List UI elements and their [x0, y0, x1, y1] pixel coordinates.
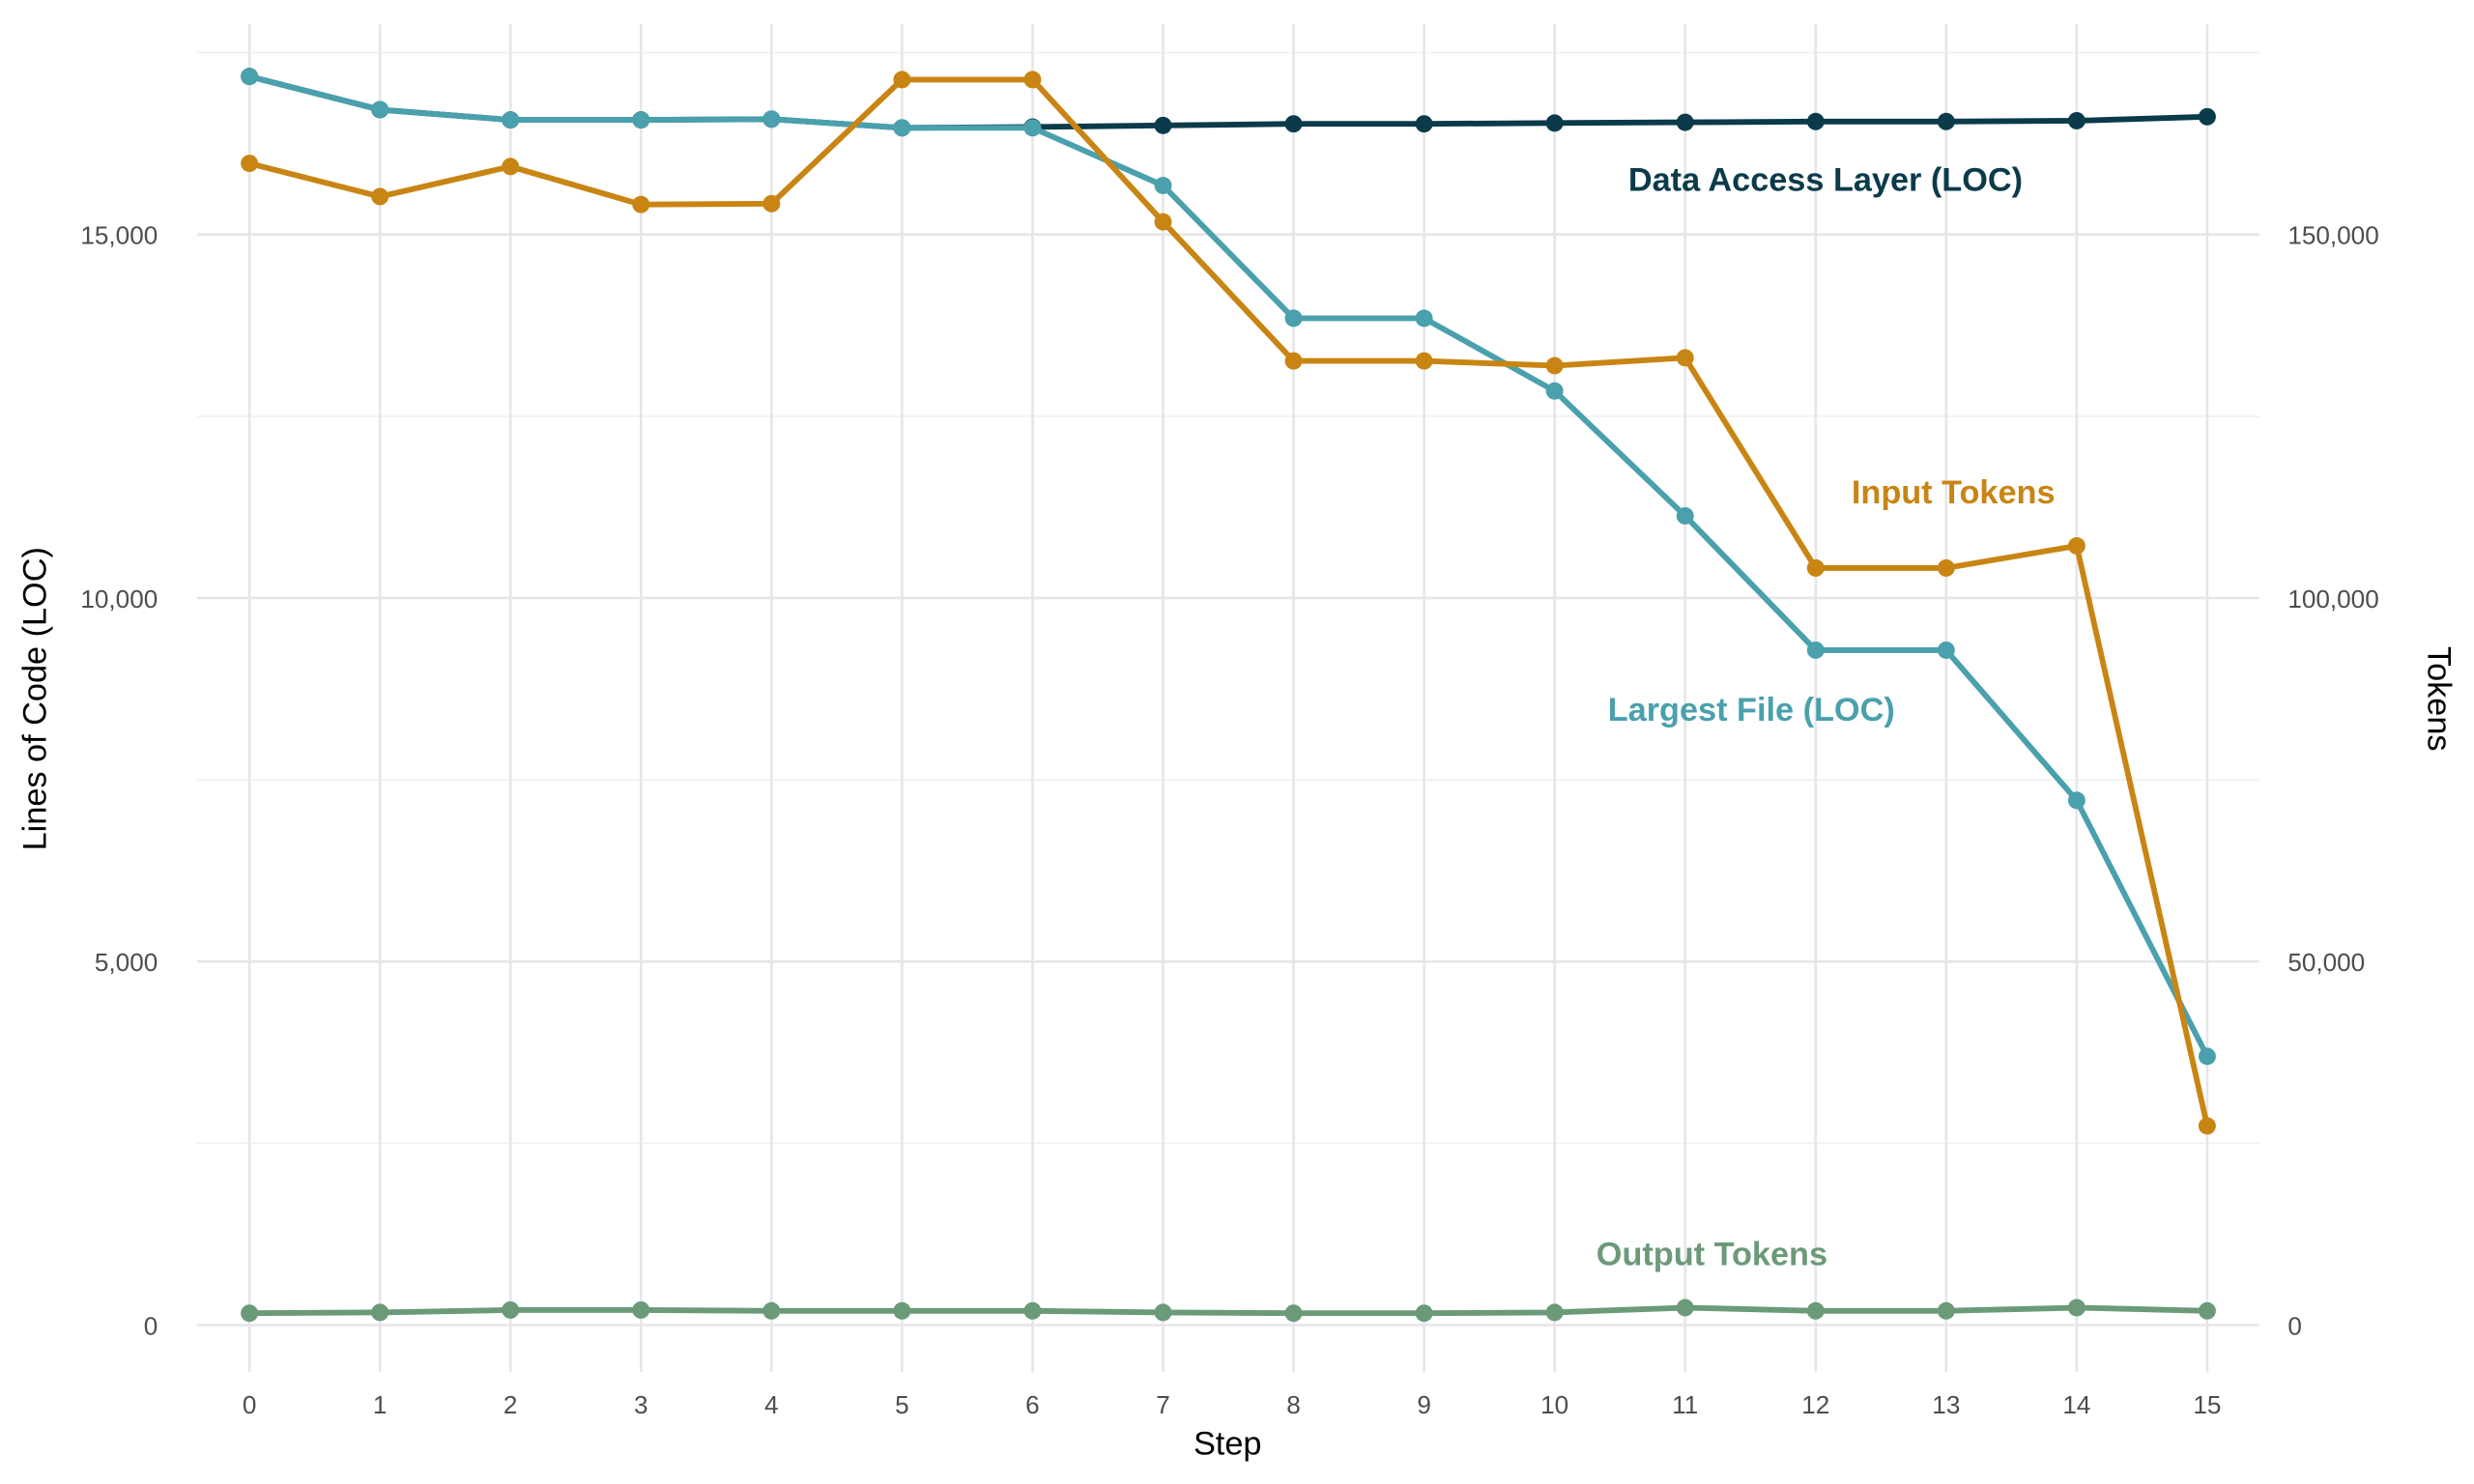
series — [241, 1298, 2216, 1323]
point — [2198, 107, 2216, 126]
x-tick-label: 7 — [1156, 1390, 1170, 1419]
point — [2198, 1301, 2216, 1320]
x-axis-title: Step — [1194, 1425, 1262, 1462]
point — [502, 1300, 520, 1319]
x-tick-label: 12 — [1801, 1390, 1829, 1419]
x-tick-label: 3 — [634, 1390, 648, 1419]
x-tick-label: 1 — [373, 1390, 388, 1419]
y-tick-label: 0 — [144, 1311, 158, 1340]
point — [241, 1304, 259, 1323]
x-tick-label: 2 — [503, 1390, 518, 1419]
point — [1415, 309, 1433, 328]
point — [1154, 1303, 1172, 1322]
line — [248, 73, 2210, 1058]
point — [371, 187, 389, 206]
x-tick-label: 6 — [1025, 1390, 1040, 1419]
point — [632, 111, 650, 129]
point — [1806, 558, 1825, 577]
x-tick-label: 5 — [895, 1390, 909, 1419]
point — [2067, 1298, 2086, 1317]
grid — [197, 23, 2259, 1373]
point — [1284, 352, 1303, 370]
point — [893, 1301, 911, 1320]
point — [371, 100, 389, 119]
y2-tick-label: 0 — [2287, 1311, 2302, 1340]
point — [1676, 506, 1694, 525]
point — [1545, 357, 1564, 375]
y2-tick-label: 150,000 — [2287, 221, 2378, 250]
point — [2067, 537, 2086, 555]
point — [2067, 111, 2086, 129]
point — [1284, 1304, 1303, 1323]
point — [1937, 558, 1955, 577]
x-tick-label: 14 — [2062, 1390, 2090, 1419]
x-tick-label: 4 — [764, 1390, 779, 1419]
y-axis-title: Lines of Code (LOC) — [16, 547, 53, 850]
point — [1284, 115, 1303, 133]
point — [2198, 1117, 2216, 1135]
point — [241, 68, 259, 86]
series — [241, 68, 2216, 137]
point — [1937, 641, 1955, 659]
point — [1937, 1301, 1955, 1320]
point — [1154, 116, 1172, 134]
point — [632, 1300, 650, 1319]
point — [762, 194, 781, 213]
point — [1676, 1298, 1694, 1317]
point — [1806, 112, 1825, 130]
point — [1154, 177, 1172, 194]
y2-tick-label: 100,000 — [2287, 585, 2378, 614]
x-tick-label: 10 — [1540, 1390, 1568, 1419]
point — [893, 71, 911, 89]
point — [1023, 119, 1042, 137]
y2-axis-title: Tokens — [2421, 646, 2458, 752]
point — [1676, 349, 1694, 367]
point — [241, 155, 259, 173]
point — [1415, 1304, 1433, 1323]
point — [1806, 1301, 1825, 1320]
x-tick-label: 15 — [2193, 1390, 2221, 1419]
y-tick-label: 15,000 — [80, 221, 158, 250]
x-tick-label: 11 — [1672, 1390, 1698, 1419]
series-label: Input Tokens — [1852, 474, 2056, 511]
point — [1023, 71, 1042, 89]
y2-tick-label: 50,000 — [2287, 948, 2365, 977]
y-tick-label: 5,000 — [95, 948, 158, 977]
point — [762, 110, 781, 128]
line — [249, 1304, 2208, 1317]
point — [632, 195, 650, 214]
point — [502, 157, 520, 176]
point — [1023, 1301, 1042, 1320]
line — [248, 76, 2210, 1127]
point — [1937, 112, 1955, 130]
point — [1806, 641, 1825, 659]
x-tick-label: 13 — [1932, 1390, 1960, 1419]
x-tick-label: 8 — [1286, 1390, 1301, 1419]
series-label: Output Tokens — [1597, 1236, 1827, 1272]
x-tick-label: 9 — [1417, 1390, 1431, 1419]
series — [241, 68, 2216, 1066]
series — [241, 71, 2216, 1135]
point — [1284, 309, 1303, 328]
series-label: Data Access Layer (LOC) — [1628, 162, 2023, 199]
x-tick-label: 0 — [243, 1390, 257, 1419]
point — [1415, 115, 1433, 133]
point — [2067, 791, 2086, 810]
point — [2198, 1047, 2216, 1066]
point — [1415, 352, 1433, 370]
point — [762, 1301, 781, 1320]
point — [1676, 113, 1694, 131]
point — [1545, 382, 1564, 400]
point — [371, 1303, 389, 1322]
point — [1545, 114, 1564, 132]
series-label: Largest File (LOC) — [1608, 692, 1895, 728]
point — [1154, 213, 1172, 231]
point — [1545, 1303, 1564, 1322]
point — [893, 119, 911, 137]
point — [502, 111, 520, 129]
y-tick-label: 10,000 — [80, 585, 158, 614]
